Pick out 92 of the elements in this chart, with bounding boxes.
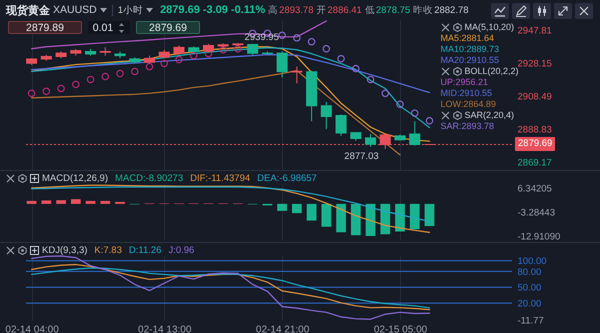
line-series	[31, 47, 430, 128]
line-series	[31, 255, 430, 320]
series-label: K:7.83	[94, 244, 122, 256]
point	[234, 45, 242, 52]
text: LOW:2864.89	[440, 99, 496, 109]
y-tick-label: 2947.81	[518, 25, 552, 36]
point	[382, 90, 389, 98]
text: 2882.78	[434, 4, 469, 16]
text: 2879.69	[160, 4, 200, 16]
text: MA10:2889.73	[440, 44, 500, 54]
point	[190, 52, 198, 60]
text: J:0.96	[168, 244, 194, 256]
text: XAUUSD	[53, 4, 97, 16]
point	[426, 117, 434, 124]
point	[366, 76, 374, 84]
y-tick-label: 20.00	[518, 298, 542, 310]
text: MID:2910.55	[440, 88, 492, 98]
y-tick-label: 50.00	[518, 282, 542, 294]
y-tick-label: 6.34205	[518, 184, 552, 195]
text: 昨收	[413, 4, 434, 16]
point	[175, 56, 183, 64]
y-tick-label: 2869.17	[518, 158, 552, 169]
series-label: MACD:-8.90273	[115, 172, 184, 184]
y-tick-label: 2908.49	[518, 92, 552, 103]
y-tick-label: 2928.15	[518, 58, 552, 70]
y-tick-label: -3.28443	[518, 208, 556, 219]
x-tick-label: 02-14 13:00	[138, 324, 192, 333]
point	[322, 45, 330, 52]
candlestick	[276, 50, 288, 78]
text: 高	[268, 4, 278, 16]
x-tick-label: 02-14 04:00	[5, 324, 60, 333]
point	[72, 80, 80, 88]
line-series	[31, 54, 430, 94]
ref-line-label: 2879.69	[515, 137, 556, 152]
point	[219, 46, 227, 54]
candlestick	[409, 120, 420, 146]
annotation: 2877.03	[344, 150, 379, 162]
series-label: DEA:-6.98657	[257, 172, 317, 184]
annotation: 2879.69	[149, 22, 187, 34]
point	[86, 76, 94, 84]
point	[116, 70, 124, 78]
text: MA5:2881.64	[440, 33, 494, 43]
point	[396, 100, 404, 108]
y-tick-label: -12.91090	[518, 232, 560, 243]
point	[278, 32, 286, 40]
text: 现货黄金	[6, 4, 50, 18]
text: -3.09	[202, 4, 228, 16]
y-tick-label: 80.00	[518, 266, 542, 278]
text: 2878.75	[376, 4, 410, 16]
text: 2893.78	[279, 4, 314, 16]
point	[57, 84, 65, 92]
candlestick	[320, 101, 332, 130]
point	[42, 88, 50, 96]
text: 1小时	[118, 4, 144, 16]
text: SAR(2,20,4)	[464, 110, 514, 120]
text: KDJ(9,3,3)	[42, 244, 88, 256]
candlestick	[291, 66, 302, 84]
text: BOLL(20,2,2)	[464, 66, 519, 76]
text: MA(5,10,20)	[464, 22, 514, 32]
point	[28, 90, 36, 98]
annotation: 2939.95	[244, 32, 279, 44]
text: UP:2956.21	[440, 77, 488, 87]
annotation: 0.01	[92, 22, 114, 34]
candlestick	[173, 45, 184, 56]
y-tick-label: -11.77	[518, 316, 544, 326]
annotation: 2879.89	[26, 22, 64, 34]
point	[337, 54, 345, 62]
x-tick-label: 02-15 05:00	[374, 324, 428, 333]
text: 2886.41	[328, 4, 362, 16]
point	[352, 64, 360, 72]
text: MACD(12,26,9)	[42, 172, 108, 184]
x-tick-label: 02-14 21:00	[256, 324, 310, 333]
line-series	[31, 184, 430, 233]
point	[160, 60, 168, 68]
point	[308, 38, 316, 46]
text: -0.11%	[230, 4, 266, 16]
point	[131, 68, 138, 76]
point	[102, 72, 109, 80]
text: 低	[364, 4, 375, 16]
series-label: DIF:-11.43794	[190, 172, 250, 184]
candlestick	[365, 134, 376, 148]
y-tick-label: 100.00	[518, 256, 547, 268]
point	[411, 109, 418, 117]
text: MA20:2910.55	[440, 55, 500, 65]
series-label: SAR:2893.78	[440, 121, 494, 131]
series-label: D:11.26	[128, 244, 162, 256]
point	[293, 34, 301, 42]
line-series	[31, 186, 430, 222]
text: 开	[316, 4, 326, 16]
y-tick-label: 2888.83	[518, 124, 552, 136]
point	[146, 62, 154, 70]
candlestick	[336, 114, 347, 136]
